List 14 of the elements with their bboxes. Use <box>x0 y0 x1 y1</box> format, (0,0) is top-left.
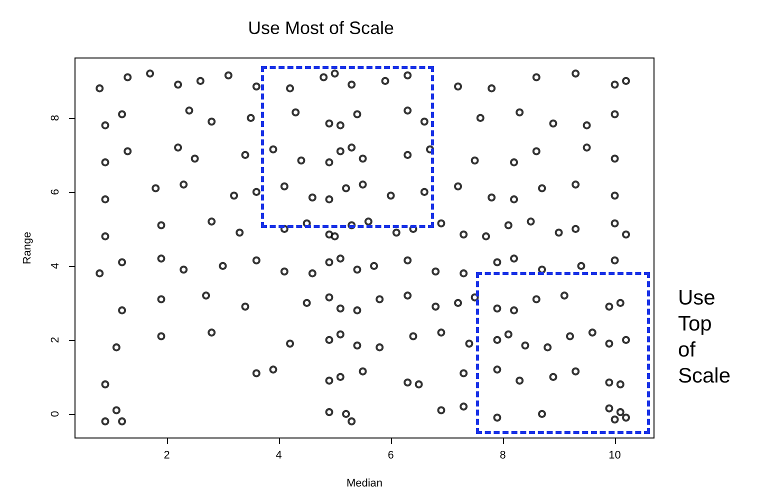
chart-title: Use Most of Scale <box>248 18 394 38</box>
x-tick-label: 4 <box>276 450 282 462</box>
y-axis-title: Range <box>22 232 34 264</box>
x-axis-title: Median <box>346 478 383 490</box>
x-tick-label: 2 <box>164 450 170 462</box>
x-tick-label: 8 <box>500 450 506 462</box>
y-tick-label: 4 <box>50 262 62 270</box>
y-tick-label: 2 <box>50 336 62 344</box>
y-tick-label: 8 <box>50 114 62 122</box>
text: Use Top of Scale <box>678 286 731 388</box>
x-tick-label: 10 <box>608 450 621 462</box>
x-tick-label: 6 <box>388 450 394 462</box>
y-tick-label: 0 <box>50 410 62 418</box>
y-tick-label: 6 <box>50 188 62 196</box>
